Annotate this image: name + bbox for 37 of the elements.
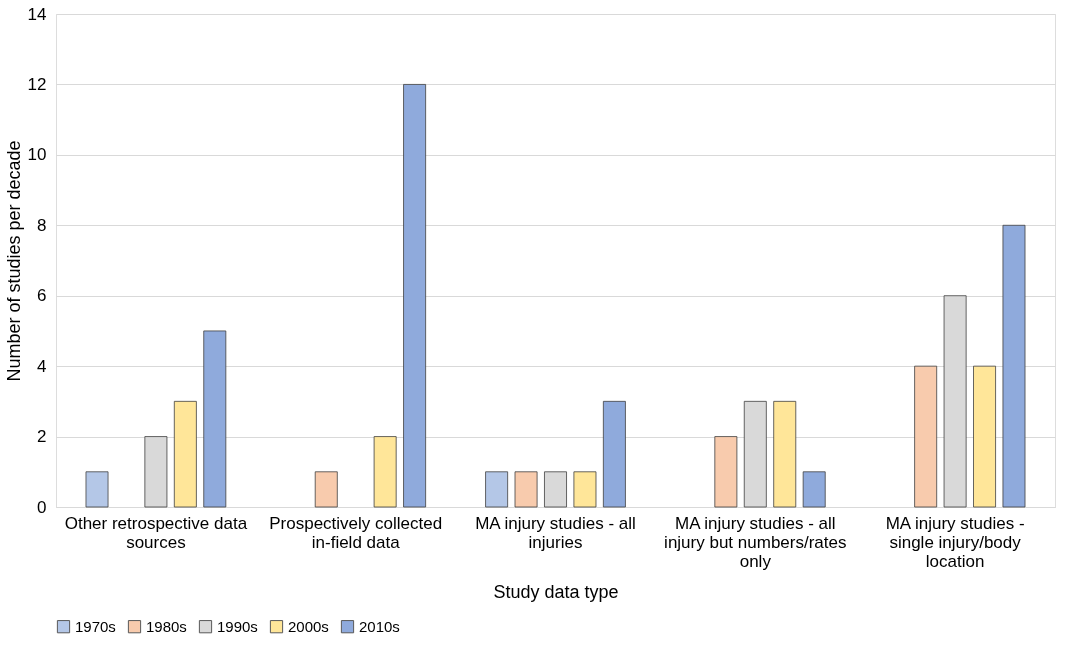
x-tick-label: MA injury studies - single injury/body location [885, 513, 1025, 571]
y-tick-label: 14 [27, 4, 47, 24]
y-tick-label: 2 [37, 427, 47, 447]
legend-label: 1990s [217, 617, 258, 635]
y-tick-label: 6 [37, 286, 47, 306]
legend-label: 2010s [359, 617, 400, 635]
legend-label: 1980s [146, 617, 187, 635]
bar [714, 436, 738, 508]
bar [314, 471, 338, 508]
bar [802, 471, 826, 508]
bar [544, 471, 567, 508]
legend-label: 1970s [75, 617, 116, 635]
bar [773, 400, 797, 508]
y-tick-label: 10 [27, 145, 47, 165]
y-tick-label: 4 [37, 356, 47, 376]
x-tick-label: Prospectively collected in-field data [269, 513, 443, 552]
bar [514, 471, 538, 508]
bar [173, 400, 197, 508]
y-tick-label: 0 [37, 497, 47, 517]
x-axis-title: Study data type [493, 581, 619, 602]
bar [602, 400, 626, 508]
bar [485, 471, 509, 508]
bar [85, 471, 109, 508]
y-tick-label: 12 [27, 74, 47, 94]
y-tick-label: 8 [37, 215, 47, 235]
legend-label: 2000s [288, 617, 329, 635]
bar [203, 330, 227, 508]
x-tick-label: Other retrospective data sources [64, 513, 248, 552]
bar [403, 84, 427, 508]
bar [973, 365, 996, 508]
bar [1002, 224, 1026, 508]
y-axis-title: Number of studies per decade [3, 140, 24, 382]
x-tick-label: MA injury studies - all injuries [475, 513, 636, 552]
bar [373, 436, 397, 508]
x-tick-label: MA injury studies - all injury but numbers/rates only [664, 513, 847, 571]
bar [914, 365, 938, 508]
bar [573, 471, 597, 508]
